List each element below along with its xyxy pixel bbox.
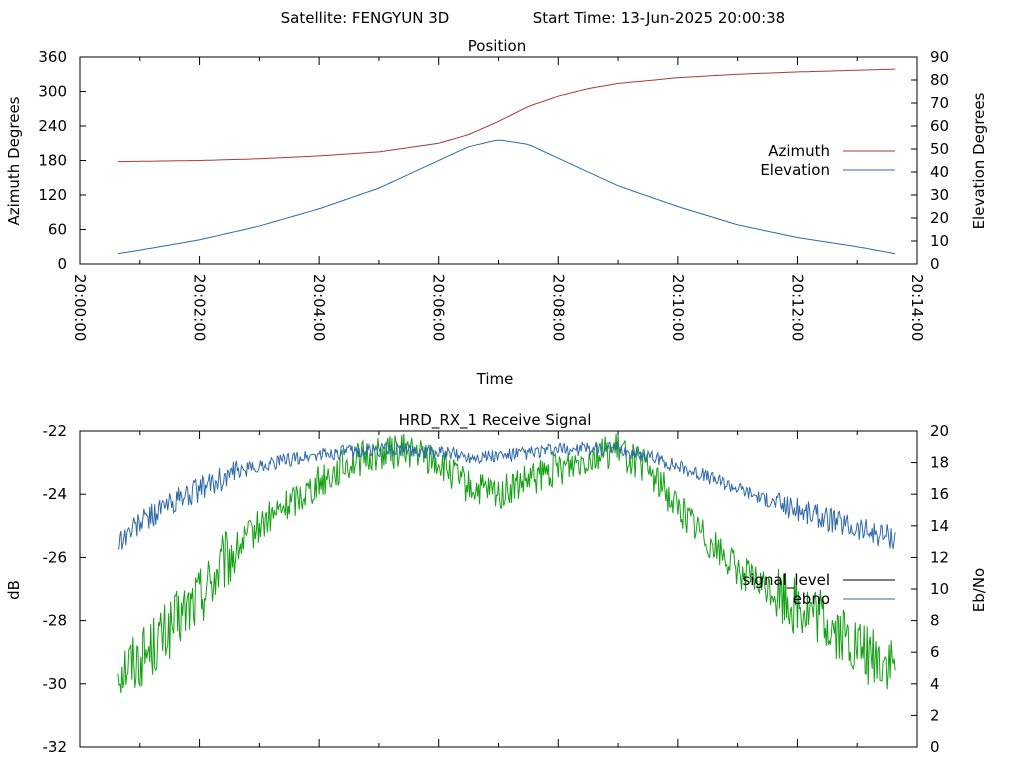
legend-label: Azimuth — [768, 142, 830, 160]
y-tick-label: -22 — [43, 422, 68, 440]
y2-tick-label: 50 — [930, 140, 949, 158]
y-tick-label: -32 — [43, 738, 68, 756]
signal-y-axis-label: dB — [5, 580, 23, 600]
x-tick-label: 20:02:00 — [191, 274, 209, 341]
y2-tick-label: 40 — [930, 163, 949, 181]
series-line-ebno — [117, 441, 896, 550]
y2-tick-label: 8 — [930, 612, 940, 630]
y-tick-label: 120 — [38, 186, 67, 204]
x-tick-label: 20:14:00 — [908, 274, 926, 341]
y2-tick-label: 14 — [930, 517, 949, 535]
start-time-label: Start Time: 13-Jun-2025 20:00:38 — [533, 9, 785, 27]
series-line-elevation — [117, 139, 896, 255]
y-tick-label: -26 — [43, 548, 68, 566]
position-chart: Position Azimuth Degrees Elevation Degre… — [5, 37, 988, 388]
satellite-label: Satellite: FENGYUN 3D — [281, 9, 450, 27]
legend-label: ebno — [793, 590, 830, 608]
position-chart-title: Position — [468, 37, 526, 55]
y-tick-label: 0 — [57, 255, 67, 273]
y-tick-label: 60 — [48, 221, 67, 239]
legend-label: signal_level — [742, 571, 830, 590]
signal-plot-frame — [79, 430, 918, 748]
y-tick-label: -24 — [43, 485, 68, 503]
y2-tick-label: 18 — [930, 454, 949, 472]
y2-tick-label: 20 — [930, 209, 949, 227]
x-tick-label: 20:10:00 — [669, 274, 687, 341]
position-x-axis-label: Time — [476, 370, 514, 388]
position-y-axis-label: Azimuth Degrees — [5, 96, 23, 225]
signal-y2-axis-label: Eb/No — [970, 568, 988, 612]
legend-label: Elevation — [760, 161, 830, 179]
position-plot-frame — [79, 56, 918, 265]
signal-chart: HRD_RX_1 Receive Signal dB Eb/No -32-30-… — [5, 411, 988, 756]
position-ticks: 0 60 120 180 240 300 360 0 10 20 30 40 50 60 70 80 90 20:… — [38, 48, 949, 341]
y2-tick-label: 10 — [930, 580, 949, 598]
y2-tick-label: 2 — [930, 706, 940, 724]
y-tick-label: 360 — [38, 48, 67, 66]
y-tick-label: 240 — [38, 117, 67, 135]
y2-tick-label: 60 — [930, 117, 949, 135]
x-tick-label: 20:00:00 — [71, 274, 89, 341]
y2-tick-label: 0 — [930, 738, 940, 756]
signal-series — [117, 433, 896, 694]
signal-ticks: -32 -30 -28 -26 -24 -22 0 2 4 6 8 10 12 14 16 18 20 — [43, 422, 950, 756]
y2-tick-label: 70 — [930, 94, 949, 112]
y-tick-label: -28 — [43, 612, 68, 630]
y2-tick-label: 80 — [930, 71, 949, 89]
y2-tick-label: 16 — [930, 485, 949, 503]
signal-chart-title: HRD_RX_1 Receive Signal — [399, 411, 592, 430]
y2-tick-label: 10 — [930, 232, 949, 250]
series-line-azimuth — [117, 68, 896, 163]
y-tick-label: -30 — [43, 675, 68, 693]
y2-tick-label: 4 — [930, 675, 940, 693]
y2-tick-label: 20 — [930, 422, 949, 440]
position-series — [117, 68, 896, 255]
y-tick-label: 180 — [38, 152, 67, 170]
x-tick-label: 20:04:00 — [310, 274, 328, 341]
series-line-signal_level — [117, 433, 896, 694]
y2-tick-label: 30 — [930, 186, 949, 204]
y2-tick-label: 6 — [930, 643, 940, 661]
y-tick-label: 300 — [38, 83, 67, 101]
y2-tick-label: 12 — [930, 548, 949, 566]
y2-tick-label: 0 — [930, 255, 940, 273]
x-tick-label: 20:08:00 — [549, 274, 567, 341]
x-tick-label: 20:12:00 — [788, 274, 806, 341]
position-y2-axis-label: Elevation Degrees — [970, 92, 988, 229]
x-tick-label: 20:06:00 — [430, 274, 448, 341]
y2-tick-label: 90 — [930, 48, 949, 66]
